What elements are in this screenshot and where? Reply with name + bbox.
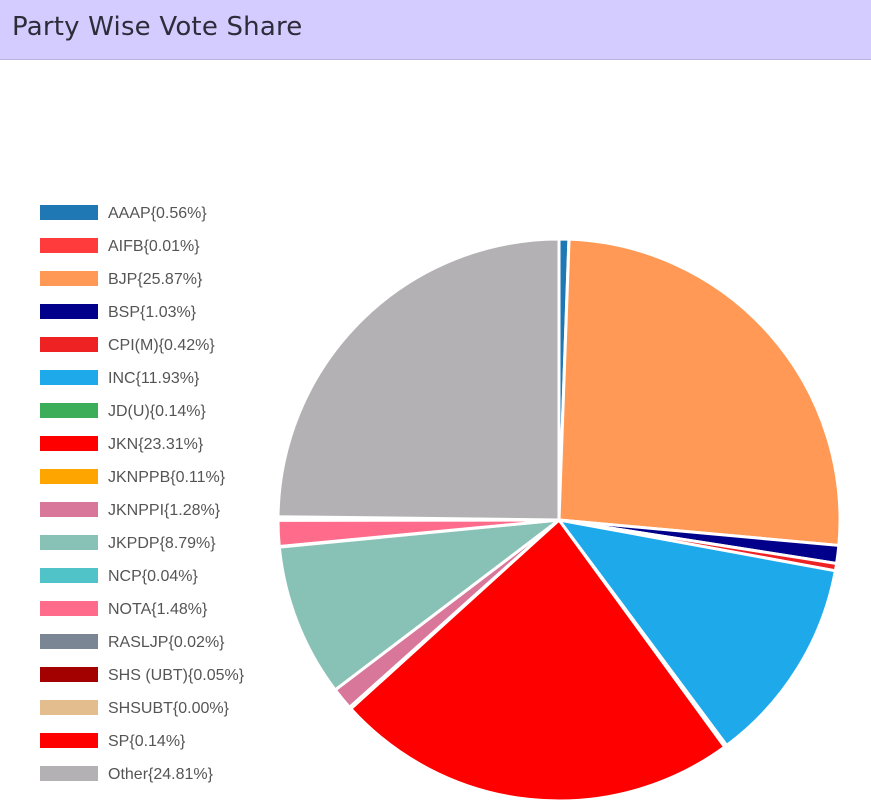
- legend-swatch[interactable]: [40, 403, 98, 418]
- legend-label[interactable]: AIFB{0.01%}: [108, 238, 200, 255]
- pie-slice-jkpdp[interactable]: [277, 518, 561, 692]
- legend-swatch[interactable]: [40, 436, 98, 451]
- legend-swatch[interactable]: [40, 700, 98, 715]
- page-title: Party Wise Vote Share: [12, 12, 303, 42]
- legend-label[interactable]: NOTA{1.48%}: [108, 601, 208, 618]
- legend-swatch[interactable]: [40, 766, 98, 781]
- legend-label[interactable]: JD(U){0.14%}: [108, 403, 206, 420]
- chart-header: Party Wise Vote Share: [0, 0, 871, 60]
- legend-swatch[interactable]: [40, 535, 98, 550]
- legend-label[interactable]: AAAP{0.56%}: [108, 205, 207, 222]
- legend-swatch[interactable]: [40, 634, 98, 649]
- legend-swatch[interactable]: [40, 502, 98, 517]
- legend-label[interactable]: SHS (UBT){0.05%}: [108, 667, 245, 684]
- legend-label[interactable]: BSP{1.03%}: [108, 304, 197, 321]
- legend-swatch[interactable]: [40, 205, 98, 220]
- legend-swatch[interactable]: [40, 238, 98, 253]
- legend-label[interactable]: JKPDP{8.79%}: [108, 535, 216, 552]
- legend-swatch[interactable]: [40, 667, 98, 682]
- pie-slice-other[interactable]: [276, 237, 561, 522]
- legend-swatch[interactable]: [40, 733, 98, 748]
- legend-label[interactable]: RASLJP{0.02%}: [108, 634, 225, 651]
- legend-label[interactable]: INC{11.93%}: [108, 370, 200, 387]
- legend-swatch[interactable]: [40, 304, 98, 319]
- pie-slice-inc[interactable]: [557, 518, 837, 747]
- legend-label[interactable]: Other{24.81%}: [108, 766, 214, 783]
- legend-label[interactable]: JKNPPB{0.11%}: [108, 469, 226, 486]
- legend-swatch[interactable]: [40, 271, 98, 286]
- pie-chart: AAAP{0.56%} AIFB{0.01%} BJP{25.87%} BSP{1.0…: [40, 205, 842, 803]
- legend-label[interactable]: JKNPPI{1.28%}: [108, 502, 221, 519]
- legend-label[interactable]: BJP{25.87%}: [108, 271, 203, 288]
- legend-label[interactable]: CPI(M){0.42%}: [108, 337, 215, 354]
- pie-chart-panel: AAAP{0.56%} AIFB{0.01%} BJP{25.87%} BSP{1.0…: [0, 61, 871, 809]
- pie-slice-jkn[interactable]: [349, 518, 727, 803]
- legend-swatch[interactable]: [40, 337, 98, 352]
- legend-label[interactable]: SHSUBT{0.00%}: [108, 700, 230, 717]
- legend-swatch[interactable]: [40, 469, 98, 484]
- legend-swatch[interactable]: [40, 568, 98, 583]
- legend-label[interactable]: NCP{0.04%}: [108, 568, 198, 585]
- pie-slice-bjp[interactable]: [557, 237, 842, 547]
- legend-label[interactable]: JKN{23.31%}: [108, 436, 204, 453]
- pie-slices: [276, 237, 842, 803]
- legend-swatch[interactable]: [40, 601, 98, 616]
- chart-legend: AAAP{0.56%} AIFB{0.01%} BJP{25.87%} BSP{1.0…: [40, 205, 245, 783]
- legend-swatch[interactable]: [40, 370, 98, 385]
- legend-label[interactable]: SP{0.14%}: [108, 733, 186, 750]
